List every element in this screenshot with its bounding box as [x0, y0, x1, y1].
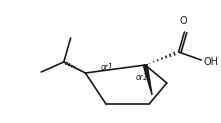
Text: or1: or1	[101, 63, 114, 72]
Text: OH: OH	[203, 57, 218, 67]
Polygon shape	[143, 65, 152, 95]
Text: O: O	[180, 16, 187, 26]
Text: or1: or1	[135, 74, 148, 83]
